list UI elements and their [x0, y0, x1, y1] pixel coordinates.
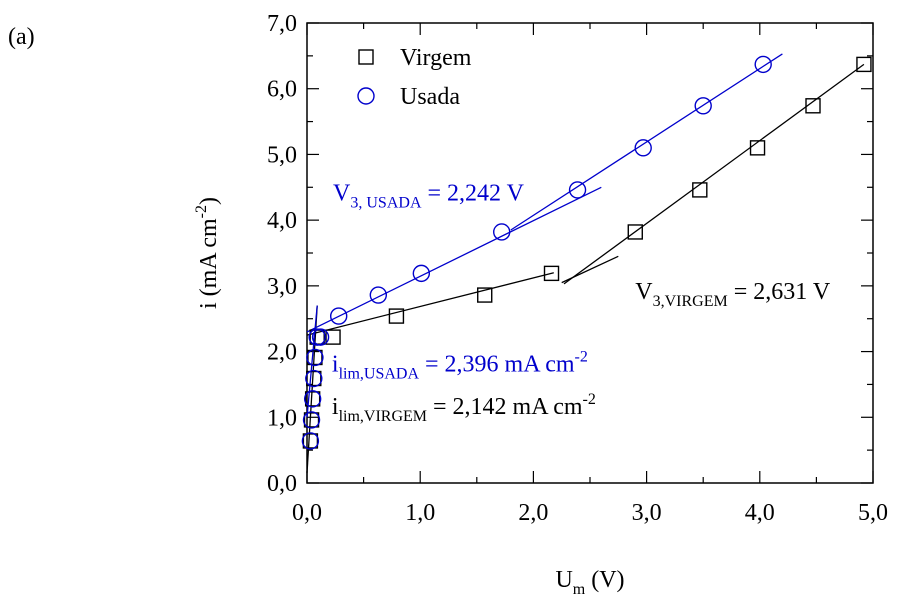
x-tick-label: 3,0	[632, 500, 662, 526]
annotations: V3, USADA = 2,242 V V3,VIRGEM = 2,631 V il…	[332, 180, 831, 425]
legend-label: Usada	[400, 84, 460, 110]
y-tick-label: 7,0	[267, 11, 297, 37]
y-tick-label: 3,0	[267, 274, 297, 300]
data-point-usada	[302, 411, 321, 429]
y-tick-label: 2,0	[267, 340, 297, 366]
data-point-virgem	[307, 349, 323, 366]
legend-marker-usada	[357, 87, 375, 105]
data-point-virgem	[304, 391, 321, 407]
data-point-usada	[305, 369, 323, 388]
data-point-usada	[329, 307, 348, 325]
axis-ticks: 0,0 1,0 2,0 3,0 4,0 5,0 0,0 1,0 2,0 3,0 4,0 5,0 6,0 7…	[267, 11, 888, 526]
fit-line	[561, 255, 619, 284]
x-tick-label: 2,0	[518, 500, 548, 526]
data-point-virgem	[388, 308, 405, 324]
data-point-virgem	[477, 287, 493, 303]
data-point-usada	[754, 55, 772, 74]
data-point-virgem	[303, 412, 320, 428]
data-point-virgem	[856, 56, 872, 73]
data-point-virgem	[749, 140, 766, 156]
data-point-usada	[301, 432, 320, 450]
data-point-usada	[634, 139, 652, 157]
annotation-v3-virgem: V3,VIRGEM = 2,631 V	[635, 279, 831, 310]
y-tick-label: 1,0	[267, 405, 297, 431]
data-point-usada	[303, 390, 322, 408]
fit-line	[306, 305, 318, 474]
legend-label: Virgem	[400, 45, 472, 71]
data-point-virgem	[692, 182, 708, 198]
panel-label: (a)	[8, 24, 35, 50]
data-point-virgem	[627, 224, 643, 240]
y-axis-label: i (mA cm-2)	[193, 197, 222, 309]
data-point-virgem	[543, 265, 560, 282]
fit-line	[306, 186, 602, 333]
data-point-usada	[308, 328, 326, 346]
x-axis-label: Um (V)	[555, 567, 624, 598]
y-tick-label: 4,0	[267, 208, 297, 234]
y-tick-label: 6,0	[267, 77, 297, 103]
fit-line	[510, 53, 783, 231]
x-tick-label: 5,0	[858, 500, 888, 526]
legend-marker-virgem	[358, 49, 374, 65]
data-point-virgem	[805, 98, 821, 114]
data-point-virgem	[325, 329, 341, 345]
x-tick-label: 1,0	[405, 500, 435, 526]
data-point-usada	[306, 348, 324, 367]
data-point-usada	[493, 223, 511, 241]
data-point-usada	[694, 97, 712, 115]
x-tick-label: 4,0	[745, 500, 775, 526]
y-tick-label: 5,0	[267, 142, 297, 168]
annotation-ilim-usada: ilim,USADA = 2,396 mA cm-2	[332, 348, 588, 382]
data-point-usada	[568, 181, 587, 199]
y-tick-label: 0,0	[267, 471, 297, 497]
data-markers	[301, 55, 872, 450]
x-tick-label: 0,0	[292, 500, 322, 526]
data-point-usada	[311, 328, 330, 346]
data-point-usada	[369, 286, 388, 304]
annotation-ilim-virgem: ilim,VIRGEM = 2,142 mA cm-2	[332, 391, 596, 425]
data-point-virgem	[306, 370, 322, 387]
fit-line	[306, 272, 554, 336]
annotation-v3-usada: V3, USADA = 2,242 V	[333, 180, 525, 211]
fit-line	[306, 305, 318, 418]
legend: Virgem Usada	[357, 45, 472, 110]
data-point-usada	[412, 264, 431, 283]
fit-line	[563, 63, 865, 285]
data-point-virgem	[302, 433, 319, 449]
fit-lines	[306, 53, 865, 474]
